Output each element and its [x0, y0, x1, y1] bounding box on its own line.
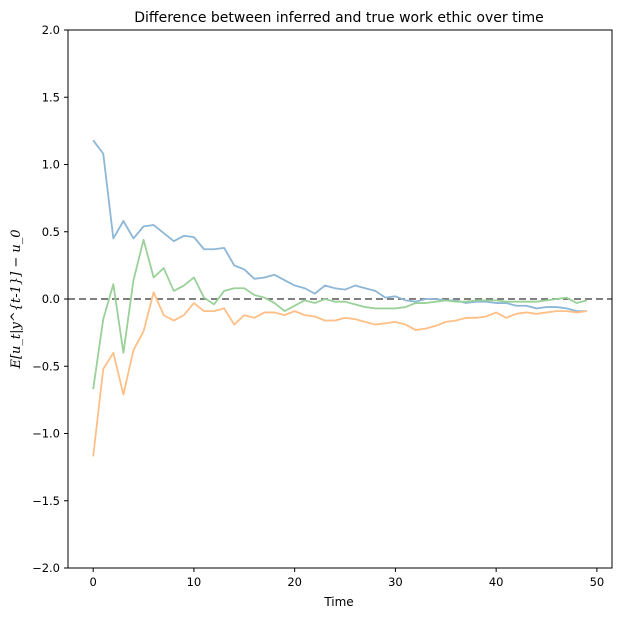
y-tick-label: −2.0	[32, 561, 60, 575]
series-1-line	[92, 139, 587, 313]
y-axis-label: E[u_t|y^{t-1}] − u_0	[9, 229, 24, 369]
x-tick-label: 0	[90, 575, 97, 589]
y-tick-label: 1.0	[42, 158, 60, 172]
y-tick-label: −0.5	[32, 359, 60, 373]
x-tick-label: 10	[187, 575, 202, 589]
series-3-line	[92, 238, 588, 390]
y-tick-label: 1.5	[42, 90, 60, 104]
y-tick-label: 0.5	[42, 225, 60, 239]
series-2-line	[92, 291, 587, 457]
y-tick-label: −1.5	[32, 494, 60, 508]
plot-frame	[67, 29, 613, 569]
axis-ticks: 0 10 20 30 40 50 −2.0 −1.5 −1.0 −0.5 0.0 0.5 1.0 1.5 2…	[32, 23, 604, 589]
x-tick-label: 30	[388, 575, 403, 589]
x-tick-label: 50	[590, 575, 605, 589]
y-tick-label: −1.0	[32, 427, 60, 441]
x-axis-label: Time	[323, 595, 353, 609]
series-lines	[92, 139, 588, 457]
y-tick-label: 2.0	[42, 23, 60, 37]
y-tick-label: 0.0	[42, 292, 60, 306]
chart-title: Difference between inferred and true wor…	[134, 10, 543, 26]
x-tick-label: 40	[489, 575, 504, 589]
x-tick-label: 20	[287, 575, 302, 589]
